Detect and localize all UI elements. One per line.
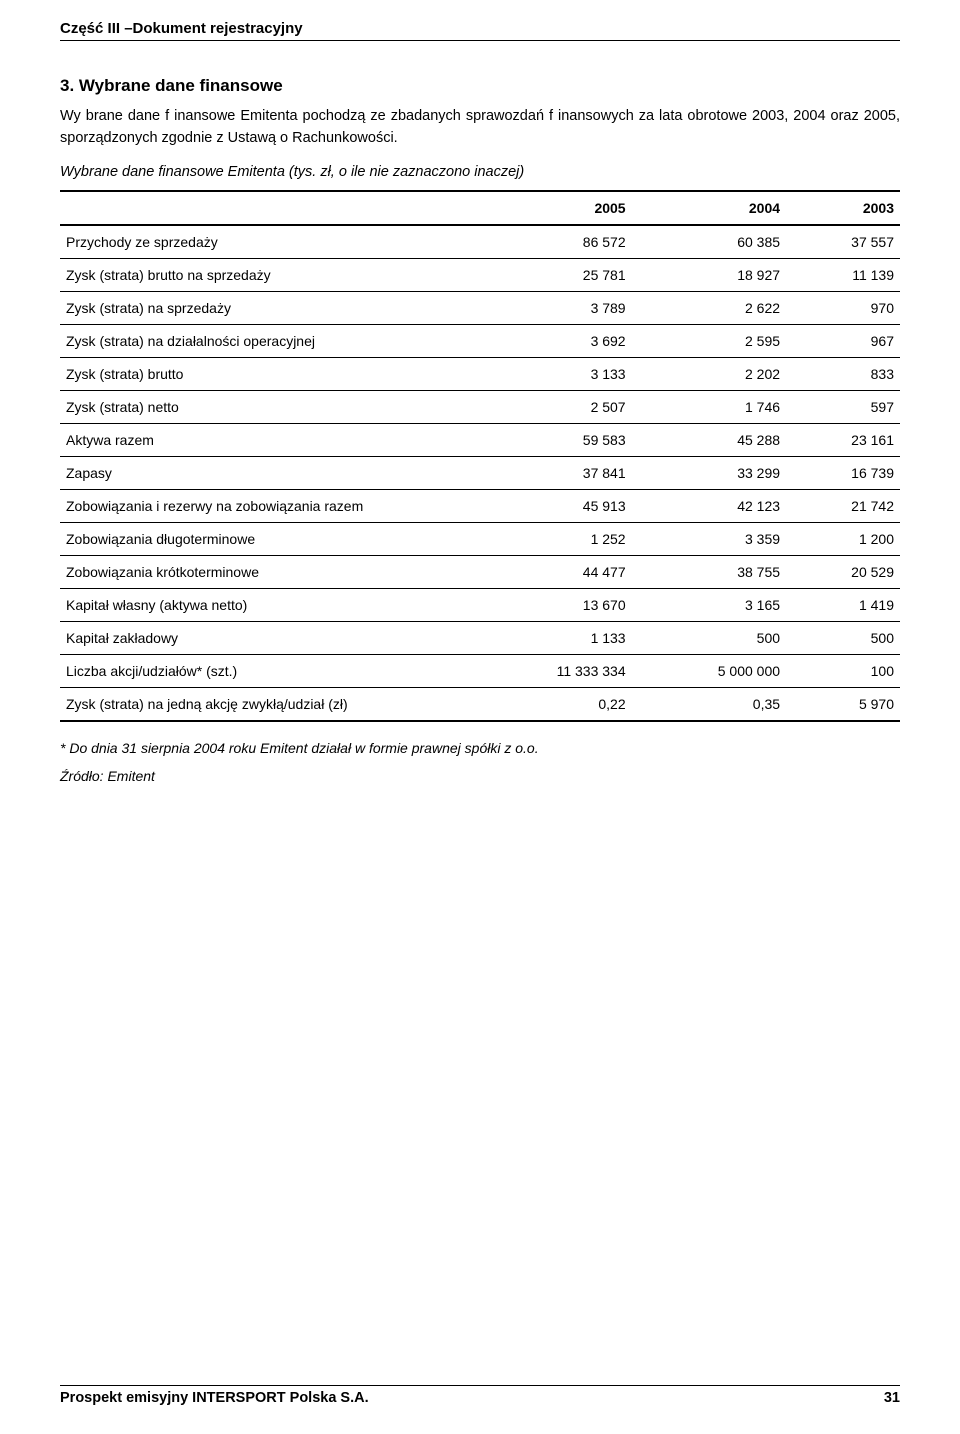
table-row: Zysk (strata) na sprzedaży 3 789 2 622 9…	[60, 291, 900, 324]
intro-paragraph: Wy brane dane f inansowe Emitenta pochod…	[60, 106, 900, 150]
cell: 100	[786, 654, 900, 687]
cell: 3 359	[632, 522, 786, 555]
cell: 38 755	[632, 555, 786, 588]
cell: 1 419	[786, 588, 900, 621]
cell: 13 670	[463, 588, 631, 621]
row-label: Kapitał zakładowy	[60, 621, 463, 654]
table-row: Kapitał własny (aktywa netto) 13 670 3 1…	[60, 588, 900, 621]
cell: 597	[786, 390, 900, 423]
row-label: Kapitał własny (aktywa netto)	[60, 588, 463, 621]
row-label: Zobowiązania krótkoterminowe	[60, 555, 463, 588]
cell: 1 252	[463, 522, 631, 555]
col-2005: 2005	[463, 191, 631, 225]
cell: 3 165	[632, 588, 786, 621]
cell: 37 841	[463, 456, 631, 489]
table-row: Zysk (strata) na jedną akcję zwykłą/udzi…	[60, 687, 900, 721]
row-label: Zobowiązania długoterminowe	[60, 522, 463, 555]
cell: 11 333 334	[463, 654, 631, 687]
table-row: Zobowiązania krótkoterminowe 44 477 38 7…	[60, 555, 900, 588]
cell: 45 288	[632, 423, 786, 456]
footer-page-number: 31	[884, 1390, 900, 1406]
table-row: Zysk (strata) brutto na sprzedaży 25 781…	[60, 258, 900, 291]
cell: 11 139	[786, 258, 900, 291]
table-row: Liczba akcji/udziałów* (szt.) 11 333 334…	[60, 654, 900, 687]
row-label: Zysk (strata) brutto na sprzedaży	[60, 258, 463, 291]
row-label: Zysk (strata) brutto	[60, 357, 463, 390]
row-label: Zysk (strata) na działalności operacyjne…	[60, 324, 463, 357]
row-label: Zysk (strata) na sprzedaży	[60, 291, 463, 324]
cell: 60 385	[632, 225, 786, 259]
table-row: Przychody ze sprzedaży 86 572 60 385 37 …	[60, 225, 900, 259]
cell: 0,35	[632, 687, 786, 721]
cell: 833	[786, 357, 900, 390]
row-label: Zobowiązania i rezerwy na zobowiązania r…	[60, 489, 463, 522]
source-line: Źródło: Emitent	[60, 768, 900, 784]
col-label-blank	[60, 191, 463, 225]
cell: 5 000 000	[632, 654, 786, 687]
cell: 967	[786, 324, 900, 357]
section-title: 3. Wybrane dane finansowe	[60, 76, 900, 96]
page-container: Część III –Dokument rejestracyjny 3. Wyb…	[0, 0, 960, 1434]
cell: 2 595	[632, 324, 786, 357]
cell: 86 572	[463, 225, 631, 259]
cell: 37 557	[786, 225, 900, 259]
cell: 23 161	[786, 423, 900, 456]
cell: 1 200	[786, 522, 900, 555]
section-number: 3.	[60, 76, 74, 95]
cell: 33 299	[632, 456, 786, 489]
cell: 1 746	[632, 390, 786, 423]
cell: 59 583	[463, 423, 631, 456]
section-heading: Wybrane dane finansowe	[79, 76, 283, 95]
cell: 5 970	[786, 687, 900, 721]
cell: 3 133	[463, 357, 631, 390]
footnote: * Do dnia 31 sierpnia 2004 roku Emitent …	[60, 740, 900, 756]
table-row: Zobowiązania i rezerwy na zobowiązania r…	[60, 489, 900, 522]
table-body: Przychody ze sprzedaży 86 572 60 385 37 …	[60, 225, 900, 721]
page-header: Część III –Dokument rejestracyjny	[60, 20, 900, 41]
row-label: Zysk (strata) na jedną akcję zwykłą/udzi…	[60, 687, 463, 721]
cell: 2 202	[632, 357, 786, 390]
table-row: Zysk (strata) netto 2 507 1 746 597	[60, 390, 900, 423]
row-label: Aktywa razem	[60, 423, 463, 456]
table-header-row: 2005 2004 2003	[60, 191, 900, 225]
row-label: Przychody ze sprzedaży	[60, 225, 463, 259]
cell: 0,22	[463, 687, 631, 721]
cell: 20 529	[786, 555, 900, 588]
header-text: Część III –Dokument rejestracyjny	[60, 20, 303, 37]
cell: 2 507	[463, 390, 631, 423]
row-label: Zysk (strata) netto	[60, 390, 463, 423]
row-label: Liczba akcji/udziałów* (szt.)	[60, 654, 463, 687]
cell: 44 477	[463, 555, 631, 588]
col-2003: 2003	[786, 191, 900, 225]
cell: 1 133	[463, 621, 631, 654]
cell: 16 739	[786, 456, 900, 489]
cell: 2 622	[632, 291, 786, 324]
financial-table: 2005 2004 2003 Przychody ze sprzedaży 86…	[60, 190, 900, 722]
table-row: Zobowiązania długoterminowe 1 252 3 359 …	[60, 522, 900, 555]
table-row: Zysk (strata) na działalności operacyjne…	[60, 324, 900, 357]
cell: 25 781	[463, 258, 631, 291]
table-row: Zapasy 37 841 33 299 16 739	[60, 456, 900, 489]
cell: 3 789	[463, 291, 631, 324]
cell: 500	[632, 621, 786, 654]
col-2004: 2004	[632, 191, 786, 225]
cell: 45 913	[463, 489, 631, 522]
cell: 21 742	[786, 489, 900, 522]
cell: 970	[786, 291, 900, 324]
table-subtitle: Wybrane dane finansowe Emitenta (tys. zł…	[60, 164, 900, 180]
cell: 3 692	[463, 324, 631, 357]
footer-left: Prospekt emisyjny INTERSPORT Polska S.A.	[60, 1390, 369, 1406]
table-row: Kapitał zakładowy 1 133 500 500	[60, 621, 900, 654]
table-row: Aktywa razem 59 583 45 288 23 161	[60, 423, 900, 456]
table-row: Zysk (strata) brutto 3 133 2 202 833	[60, 357, 900, 390]
cell: 500	[786, 621, 900, 654]
row-label: Zapasy	[60, 456, 463, 489]
cell: 18 927	[632, 258, 786, 291]
page-footer: Prospekt emisyjny INTERSPORT Polska S.A.…	[60, 1385, 900, 1406]
cell: 42 123	[632, 489, 786, 522]
